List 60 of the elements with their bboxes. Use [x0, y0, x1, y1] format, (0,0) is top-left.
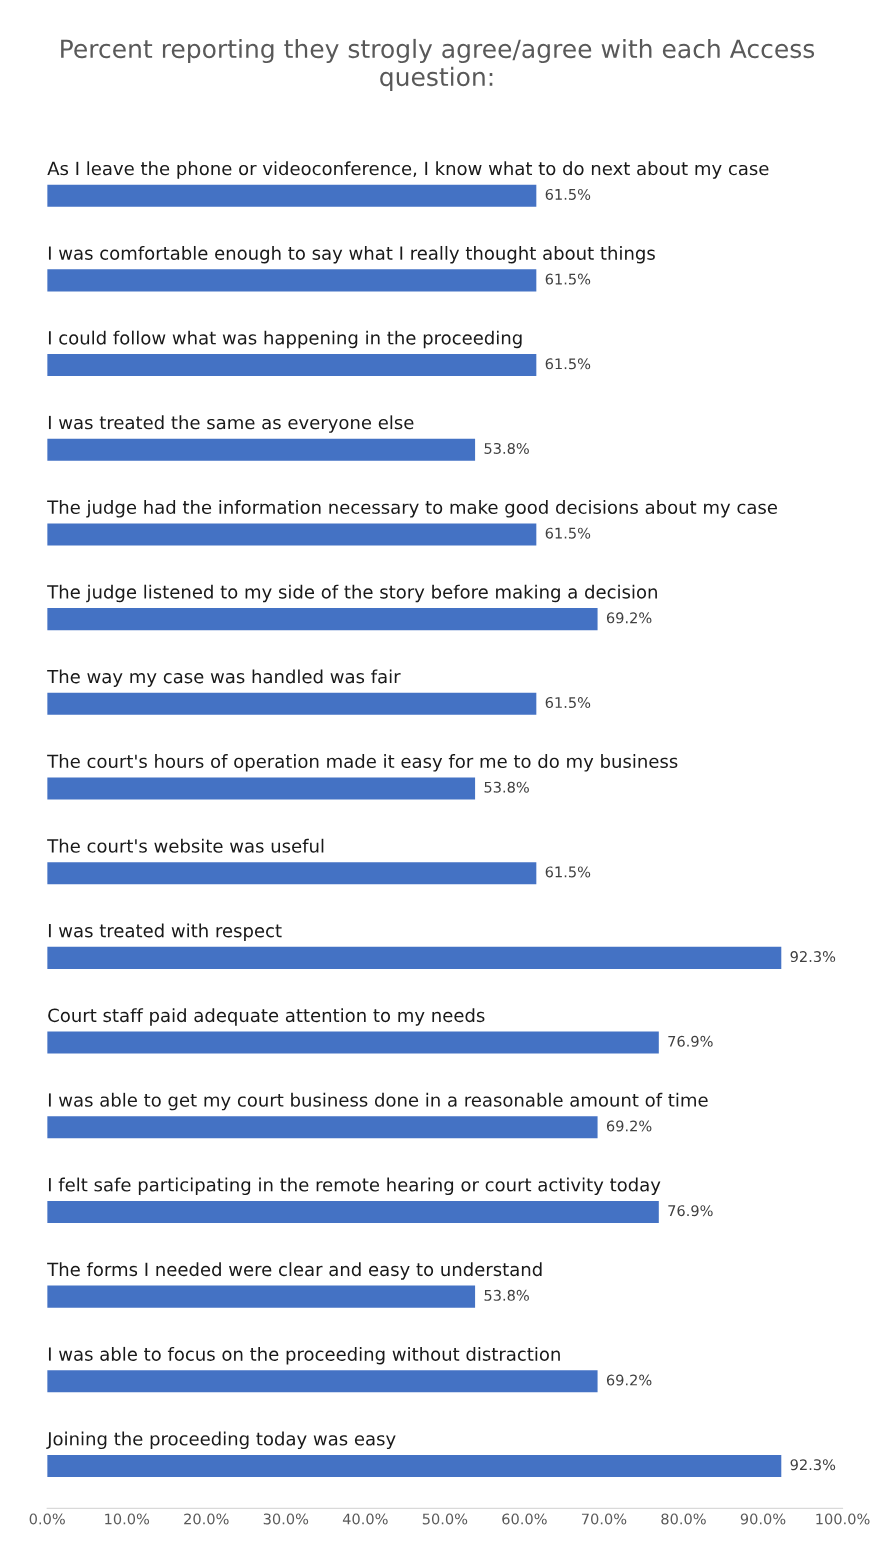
- bar: [47, 1200, 659, 1223]
- chart-title: Percent reporting they strogly agree/agree with each Access question:: [61, 38, 815, 92]
- data-label: 61.5%: [545, 273, 591, 285]
- x-tick-label: 80.0%: [661, 1513, 706, 1525]
- y-tick-label: I was treated with respect: [48, 923, 282, 941]
- bar: [47, 1031, 659, 1054]
- data-label: 76.9%: [668, 1205, 713, 1217]
- data-label: 53.8%: [484, 442, 529, 454]
- bar: [47, 438, 476, 461]
- y-tick-label: I could follow what was happening in the proceeding: [48, 330, 522, 349]
- bar: [47, 608, 598, 631]
- bar: [47, 1116, 598, 1139]
- data-label: 69.2%: [606, 612, 652, 624]
- data-label: 53.8%: [484, 1289, 529, 1301]
- data-label: 61.5%: [545, 527, 591, 539]
- x-tick-label: 40.0%: [342, 1513, 388, 1525]
- data-label: 69.2%: [606, 1120, 652, 1132]
- bar: [47, 269, 537, 292]
- y-tick-label: The forms I needed were clear and easy to understand: [47, 1262, 542, 1280]
- x-tick-label: 0.0%: [29, 1513, 65, 1525]
- data-label: 61.5%: [545, 358, 591, 370]
- data-label: 61.5%: [545, 866, 591, 878]
- data-label: 92.3%: [790, 1459, 836, 1471]
- x-tick-label: 60.0%: [502, 1513, 547, 1525]
- y-tick-label: As I leave the phone or videoconference, I know what to do next about my case: [47, 161, 769, 179]
- bar: [47, 184, 537, 207]
- y-tick-label: I was able to focus on the proceeding without distraction: [48, 1346, 560, 1365]
- bar: [47, 946, 782, 969]
- y-tick-label: The court's hours of operation made it easy for me to do my business: [47, 754, 678, 772]
- bar: [47, 523, 537, 546]
- y-tick-label: The judge had the information necessary to make good decisions about my case: [47, 500, 777, 518]
- y-tick-label: I was able to get my court business done in a reasonable amount of time: [48, 1092, 708, 1111]
- data-label: 61.5%: [545, 697, 591, 709]
- y-tick-label: The way my case was handled was fair: [47, 669, 401, 687]
- x-tick-label: 70.0%: [581, 1513, 627, 1525]
- bar: [47, 1370, 598, 1393]
- x-tick-label: 30.0%: [263, 1513, 309, 1525]
- y-tick-label: I was treated the same as everyone else: [48, 415, 414, 433]
- x-tick-label: 50.0%: [422, 1513, 468, 1525]
- data-label: 69.2%: [606, 1374, 652, 1386]
- bar: [47, 862, 537, 885]
- bar: [47, 354, 537, 377]
- data-label: 92.3%: [790, 951, 836, 963]
- y-tick-label: Joining the proceeding today was easy: [46, 1431, 396, 1450]
- y-tick-label: The court's website was useful: [47, 838, 324, 853]
- y-tick-label: I was comfortable enough to say what I really thought about things: [48, 245, 655, 264]
- bar: [47, 1285, 476, 1308]
- x-tick-label: 90.0%: [740, 1513, 786, 1525]
- data-label: 76.9%: [668, 1035, 713, 1047]
- x-tick-label: 20.0%: [184, 1513, 229, 1525]
- data-label: 61.5%: [545, 188, 591, 200]
- y-tick-label: I felt safe participating in the remote hearing or court activity today: [48, 1177, 661, 1196]
- bar: [47, 1455, 782, 1478]
- x-tick-label: 10.0%: [105, 1513, 150, 1525]
- x-tick-label: 100.0%: [816, 1513, 870, 1525]
- data-label: 53.8%: [484, 781, 529, 793]
- bar: [47, 777, 476, 800]
- y-tick-label: The judge listened to my side of the story before making a decision: [47, 584, 657, 603]
- y-tick-label: Court staff paid adequate attention to my needs: [48, 1008, 485, 1026]
- bar: [47, 692, 537, 715]
